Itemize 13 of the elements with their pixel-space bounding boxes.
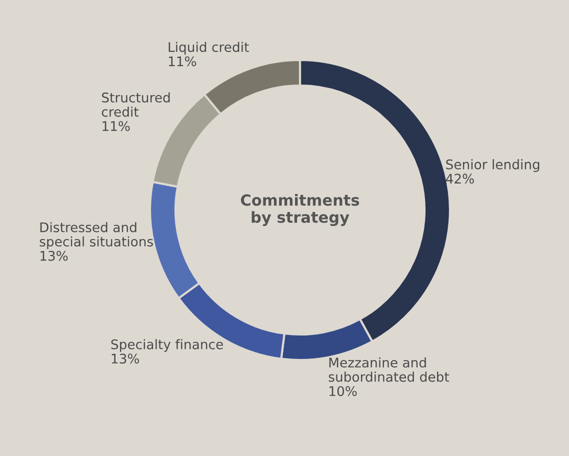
data-label: 10% [330, 386, 357, 396]
slice-label: Liquid credit [168, 42, 249, 55]
slice-label: Distressed and special situations [40, 222, 153, 250]
slice-label: Specialty finance [111, 339, 223, 352]
slice-label: Senior lending [446, 159, 540, 172]
data-label: 13% [112, 354, 140, 364]
data-label: 42% [446, 174, 474, 184]
data-label: 11% [168, 56, 196, 66]
text: Commitments by strategy [240, 194, 360, 226]
data-label: 11% [102, 121, 130, 132]
slice-label: Structured credit [102, 92, 170, 117]
data-label: 13% [40, 250, 68, 261]
slice-label: Mezzanine and subordinated debt [328, 357, 450, 382]
